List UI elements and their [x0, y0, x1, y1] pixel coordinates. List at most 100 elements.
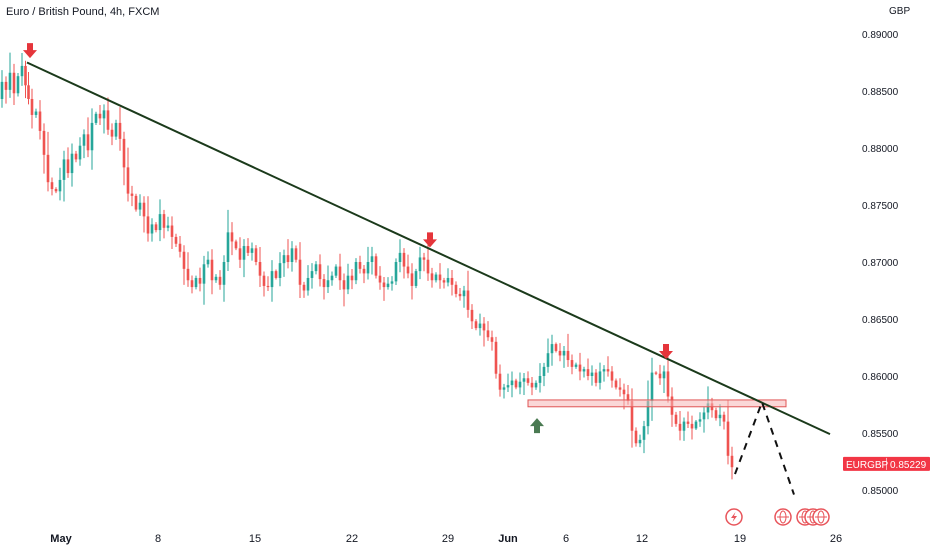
candle-body [214, 276, 218, 281]
candle-body [506, 385, 510, 388]
candle-body [378, 275, 382, 283]
candle-body [514, 380, 518, 388]
candle-body [570, 360, 574, 367]
candle-body [262, 275, 266, 286]
candle-body [350, 275, 354, 281]
candle-body [4, 81, 8, 90]
candle-body [682, 421, 686, 431]
candle-body [394, 262, 398, 282]
candle-body [406, 266, 410, 274]
candle-body [650, 372, 654, 402]
candle-body [314, 264, 318, 272]
candle-body [702, 412, 706, 420]
candle-body [330, 275, 334, 281]
candle-body [438, 274, 442, 281]
candle-body [206, 259, 210, 265]
candle-body [166, 225, 170, 228]
candle-body [718, 414, 722, 419]
x-tick-label: Jun [498, 533, 518, 545]
candle-body [622, 389, 626, 395]
candle-body [410, 273, 414, 286]
candle-body [290, 248, 294, 262]
candle-body [446, 277, 450, 283]
candle-body [462, 290, 466, 297]
down-arrow-icon [423, 232, 437, 248]
candle-body [142, 202, 146, 217]
candle-body [34, 111, 38, 115]
candle-body [422, 257, 426, 260]
last-price-symbol: EURGBP [846, 460, 889, 471]
x-tick-label: 22 [346, 533, 358, 545]
x-tick-label: 19 [734, 533, 746, 545]
candle-body [346, 275, 350, 290]
candle-body [646, 401, 650, 427]
candle-body [426, 259, 430, 274]
candle-body [634, 430, 638, 444]
candle-body [258, 262, 262, 276]
candle-body [362, 268, 366, 274]
candle-body [638, 439, 642, 444]
candle-body [666, 371, 670, 397]
candle-body [502, 387, 506, 390]
candle-body [458, 293, 462, 297]
x-tick-label: 15 [249, 533, 261, 545]
candle-body [118, 122, 122, 139]
lightning-glyph [731, 512, 737, 522]
candle-body [222, 262, 226, 285]
candle-body [70, 153, 74, 174]
candle-body [614, 380, 618, 388]
candle-body [586, 369, 590, 376]
candle-body [86, 134, 90, 151]
candle-body [102, 110, 106, 119]
candle-body [598, 371, 602, 383]
candle-body [538, 376, 542, 383]
candle-body [78, 145, 82, 160]
candle-body [114, 122, 118, 137]
candle-body [386, 283, 390, 288]
candle-body [430, 273, 434, 281]
y-tick-label: 0.86500 [862, 315, 899, 326]
candle-body [374, 256, 378, 276]
candle-body [302, 284, 306, 291]
candle-body [686, 421, 690, 424]
candle-body [62, 159, 66, 180]
candle-body [678, 423, 682, 431]
candle-body [158, 214, 162, 231]
candle-body [338, 266, 342, 281]
candle-body [94, 113, 98, 123]
candle-body [342, 280, 346, 290]
chart-title: Euro / British Pound, 4h, FXCM [6, 6, 160, 18]
y-tick-label: 0.88000 [862, 144, 899, 155]
candle-body [674, 414, 678, 424]
candle-body [202, 264, 206, 284]
candle-body [558, 350, 562, 356]
up-arrow-icon [530, 418, 544, 434]
candle-body [414, 271, 418, 286]
candle-body [27, 85, 30, 99]
candle-body [74, 153, 78, 160]
candle-body [8, 72, 12, 90]
candle-body [218, 276, 222, 285]
candle-body [238, 248, 242, 260]
candle-body [298, 259, 302, 285]
candle-body [322, 279, 326, 288]
candle-body [306, 277, 310, 291]
candle-body [722, 414, 726, 422]
candle-body [574, 364, 578, 367]
candle-body [398, 252, 402, 262]
candle-body [654, 372, 658, 374]
candle-body [618, 387, 622, 390]
candle-body [442, 280, 446, 283]
candle-body [58, 179, 62, 192]
candle-body [0, 81, 4, 99]
y-tick-label: 0.87500 [862, 201, 899, 212]
candle-body [194, 277, 198, 288]
x-tick-label: 12 [636, 533, 648, 545]
candle-body [546, 353, 550, 367]
candle-body [98, 113, 102, 119]
candle-body [318, 264, 322, 280]
candle-body [20, 65, 24, 77]
candle-body [30, 98, 34, 115]
candle-body [282, 255, 286, 264]
